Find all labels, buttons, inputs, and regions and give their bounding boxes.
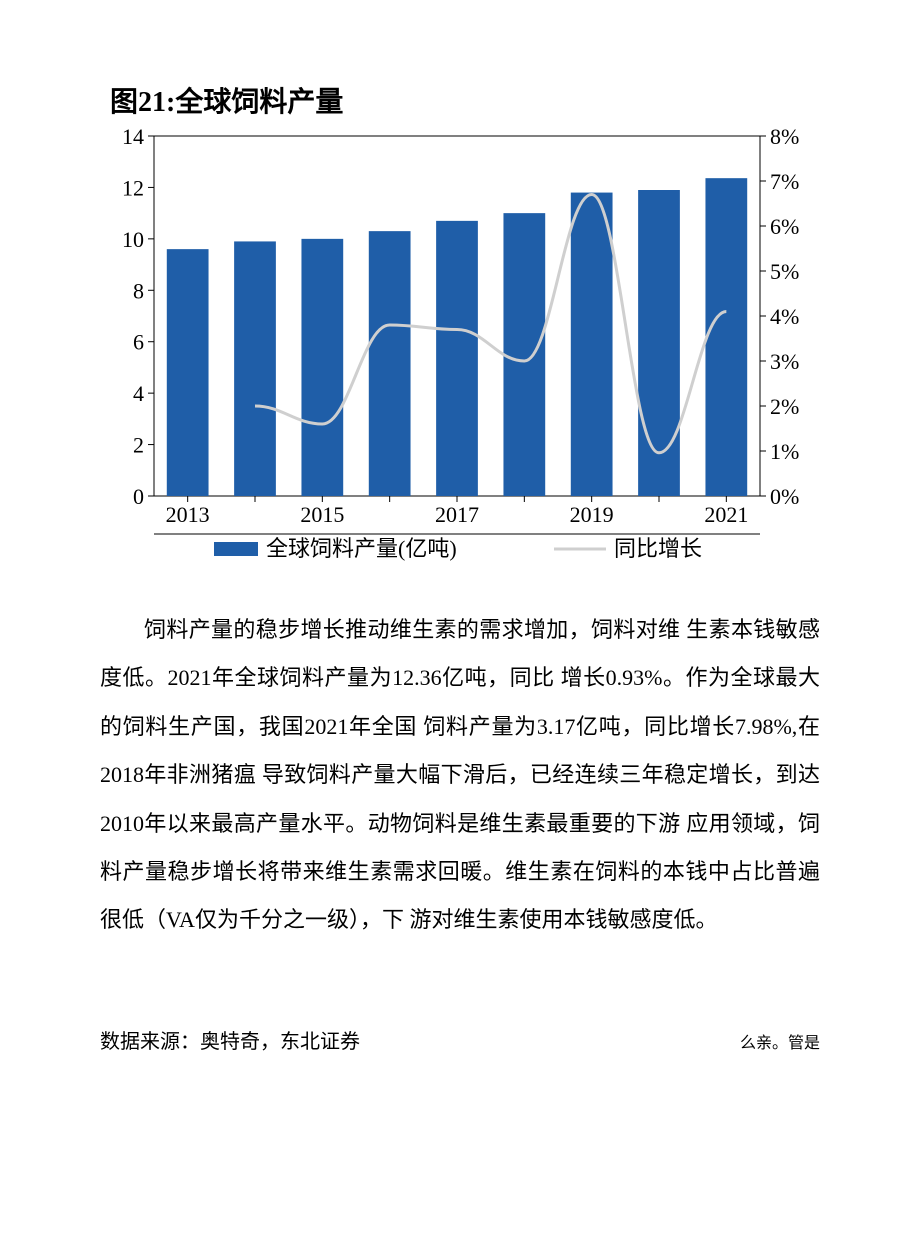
bar: [369, 231, 411, 496]
svg-text:1%: 1%: [770, 439, 799, 464]
svg-text:2019: 2019: [570, 502, 614, 527]
footer-row: 数据来源：奥特奇，东北证券 么亲。管是: [100, 1025, 820, 1054]
svg-text:2%: 2%: [770, 394, 799, 419]
chart-svg: 0 2 4 6 8 10 12 14 0% 1% 2% 3% 4% 5% 6% 7% 8% 2013 2015 201…: [100, 126, 820, 566]
bar: [503, 213, 545, 496]
body-paragraph: 饲料产量的稳步增长推动维生素的需求增加，饲料对维 生素本钱敏感度低。2021年全…: [100, 606, 820, 945]
svg-text:7%: 7%: [770, 169, 799, 194]
bar: [167, 249, 209, 496]
svg-text:2: 2: [133, 433, 144, 458]
legend-bar-label: 全球饲料产量(亿吨): [266, 536, 457, 561]
svg-text:2021: 2021: [704, 502, 748, 527]
svg-text:4: 4: [133, 381, 144, 406]
bar: [301, 239, 343, 496]
bar: [234, 241, 276, 496]
svg-text:0: 0: [133, 484, 144, 509]
svg-text:2017: 2017: [435, 502, 479, 527]
svg-text:0%: 0%: [770, 484, 799, 509]
svg-text:10: 10: [122, 227, 144, 252]
svg-text:5%: 5%: [770, 259, 799, 284]
svg-text:12: 12: [122, 175, 144, 200]
chart-title: 图21:全球饲料产量: [110, 80, 820, 120]
bar: [638, 190, 680, 496]
data-source: 数据来源：奥特奇，东北证券: [100, 1025, 360, 1054]
bar: [705, 178, 747, 496]
svg-text:2015: 2015: [300, 502, 344, 527]
svg-text:6: 6: [133, 330, 144, 355]
svg-text:14: 14: [122, 126, 144, 149]
svg-text:3%: 3%: [770, 349, 799, 374]
footer-right-note: 么亲。管是: [740, 1029, 820, 1053]
bar: [571, 193, 613, 496]
svg-text:8%: 8%: [770, 126, 799, 149]
svg-text:2013: 2013: [166, 502, 210, 527]
legend-bar-swatch: [214, 542, 258, 556]
svg-text:8: 8: [133, 278, 144, 303]
feed-production-chart: 0 2 4 6 8 10 12 14 0% 1% 2% 3% 4% 5% 6% 7% 8% 2013 2015 201…: [100, 126, 820, 566]
legend-line-label: 同比增长: [614, 536, 702, 561]
bar: [436, 221, 478, 496]
svg-text:6%: 6%: [770, 214, 799, 239]
svg-text:4%: 4%: [770, 304, 799, 329]
